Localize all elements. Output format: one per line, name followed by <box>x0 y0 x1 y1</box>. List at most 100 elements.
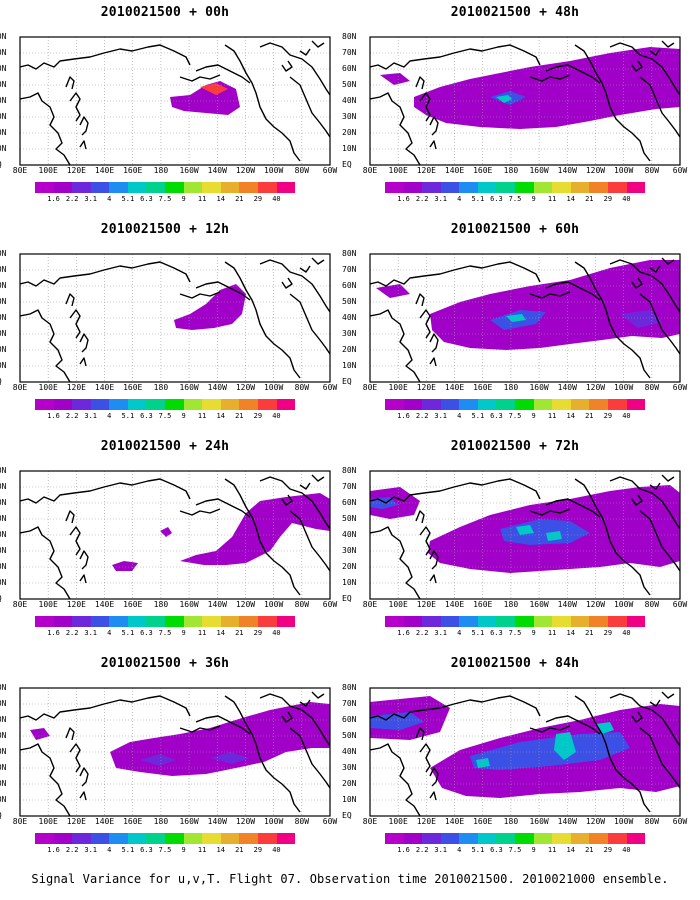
longitude-label: 100W <box>263 166 284 175</box>
colorbar-label: 29 <box>253 846 263 854</box>
signal-variance-region <box>174 284 246 330</box>
colorbar-swatch <box>385 616 404 627</box>
coastline <box>419 743 431 773</box>
longitude-label: 120W <box>585 166 606 175</box>
colorbar-label: 2.2 <box>415 412 429 420</box>
colorbar-swatch <box>183 833 203 844</box>
colorbar-swatch <box>72 616 91 627</box>
coastline <box>661 40 675 48</box>
colorbar-swatch <box>440 182 460 193</box>
coastline <box>574 695 651 813</box>
colorbar-label: 9 <box>531 195 536 203</box>
coastline <box>639 76 680 138</box>
map-panel: 2010021500 + 36h 80N 70N 60N 50N 40N 30N 20N 10N… <box>0 651 337 859</box>
coastline <box>289 76 330 138</box>
colorbar-swatch <box>459 616 478 627</box>
colorbar-label: 1.6 <box>397 195 410 203</box>
coastline <box>69 309 81 339</box>
panel-title: 2010021500 + 00h <box>100 5 230 20</box>
colorbar-swatch <box>165 616 184 627</box>
longitude-label: 80W <box>644 817 660 826</box>
colorbar-swatch <box>422 182 441 193</box>
map-frame <box>19 687 331 817</box>
longitude-label: 120W <box>235 817 256 826</box>
colorbar-swatch <box>35 616 54 627</box>
colorbar-label: 6.3 <box>140 412 153 420</box>
coastline <box>429 116 439 136</box>
panel-title: 2010021500 + 36h <box>100 656 230 671</box>
coastline <box>415 727 425 741</box>
longitude-label: 140E <box>94 383 115 392</box>
colorbar-label: 5.1 <box>121 412 135 420</box>
latitude-label: 20N <box>0 562 7 571</box>
colorbar-label: 7.5 <box>508 846 522 854</box>
longitude-label: 140W <box>557 817 577 826</box>
latitude-label: EQ <box>0 161 16 169</box>
coastline <box>179 508 221 516</box>
coastline <box>20 92 71 165</box>
colorbar-swatch <box>626 833 646 844</box>
colorbar-swatch <box>515 399 534 410</box>
latitude-label: 40N <box>0 530 7 539</box>
colorbar-label: 21 <box>235 629 244 637</box>
latitude-label: 30N <box>0 329 7 338</box>
colorbar-label: 7.5 <box>508 195 522 203</box>
colorbar-label: 40 <box>622 412 631 420</box>
coastline <box>281 60 293 72</box>
latitude-label: 60N <box>0 281 7 290</box>
map-plot <box>369 36 681 166</box>
longitude-label: 120E <box>416 600 436 609</box>
longitude-label: 100E <box>38 166 58 175</box>
colorbar-label: 7.5 <box>158 629 172 637</box>
colorbar-swatch <box>183 399 203 410</box>
colorbar-label: 21 <box>235 412 244 420</box>
colorbar: 1.6 2.2 3.1 4 5.1 6.3 7.5 9 11 14 21 29 40 <box>35 833 296 855</box>
longitude-label: 160W <box>179 383 199 392</box>
colorbar-swatch <box>607 616 627 627</box>
colorbar: 1.6 2.2 3.1 4 5.1 6.3 7.5 9 11 14 21 29 40 <box>385 182 646 204</box>
latitude-label: 10N <box>342 578 357 587</box>
colorbar-swatch <box>607 399 627 410</box>
colorbar-label: 3.1 <box>84 846 98 854</box>
coastline <box>281 494 293 506</box>
colorbar-label: 29 <box>253 195 263 203</box>
colorbar-swatch <box>165 399 184 410</box>
latitude-label: 70N <box>0 48 7 57</box>
latitude-label: 30N <box>342 546 357 555</box>
colorbar: 1.6 2.2 3.1 4 5.1 6.3 7.5 9 11 14 21 29 40 <box>385 833 646 855</box>
longitude-label: 120W <box>235 383 256 392</box>
colorbar-swatch <box>403 833 423 844</box>
colorbar-swatch <box>35 399 54 410</box>
colorbar-swatch <box>589 399 608 410</box>
colorbar-swatch <box>515 833 534 844</box>
signal-variance-region <box>180 493 330 565</box>
colorbar-label: 4 <box>107 629 112 637</box>
coastline <box>179 291 221 299</box>
longitude-label: 80E <box>12 383 28 392</box>
longitude-label: 160E <box>473 383 493 392</box>
longitude-label: 100E <box>388 600 408 609</box>
coastline <box>289 293 330 355</box>
colorbar-swatch <box>127 833 147 844</box>
coastline <box>79 140 87 150</box>
panel-title: 2010021500 + 72h <box>450 439 580 454</box>
signal-variance-region <box>140 754 176 766</box>
coastline <box>609 42 680 96</box>
colorbar-label: 1.6 <box>47 412 60 420</box>
longitude-label: 140W <box>207 817 227 826</box>
colorbar-label: 29 <box>603 195 613 203</box>
coastline <box>259 42 330 96</box>
map-plot <box>369 687 681 817</box>
colorbar-swatch <box>146 182 166 193</box>
latitude-label: 30N <box>0 112 7 121</box>
latitude-label: 80N <box>0 683 7 692</box>
coastline <box>65 510 75 524</box>
longitude-label: 120W <box>585 600 606 609</box>
map-plot <box>19 253 331 383</box>
colorbar-swatch <box>165 182 184 193</box>
latitude-label: 80N <box>342 249 357 258</box>
coastline <box>224 261 301 379</box>
colorbar-swatch <box>109 833 128 844</box>
colorbar-label: 4 <box>107 412 112 420</box>
longitude-label: 100E <box>38 383 58 392</box>
